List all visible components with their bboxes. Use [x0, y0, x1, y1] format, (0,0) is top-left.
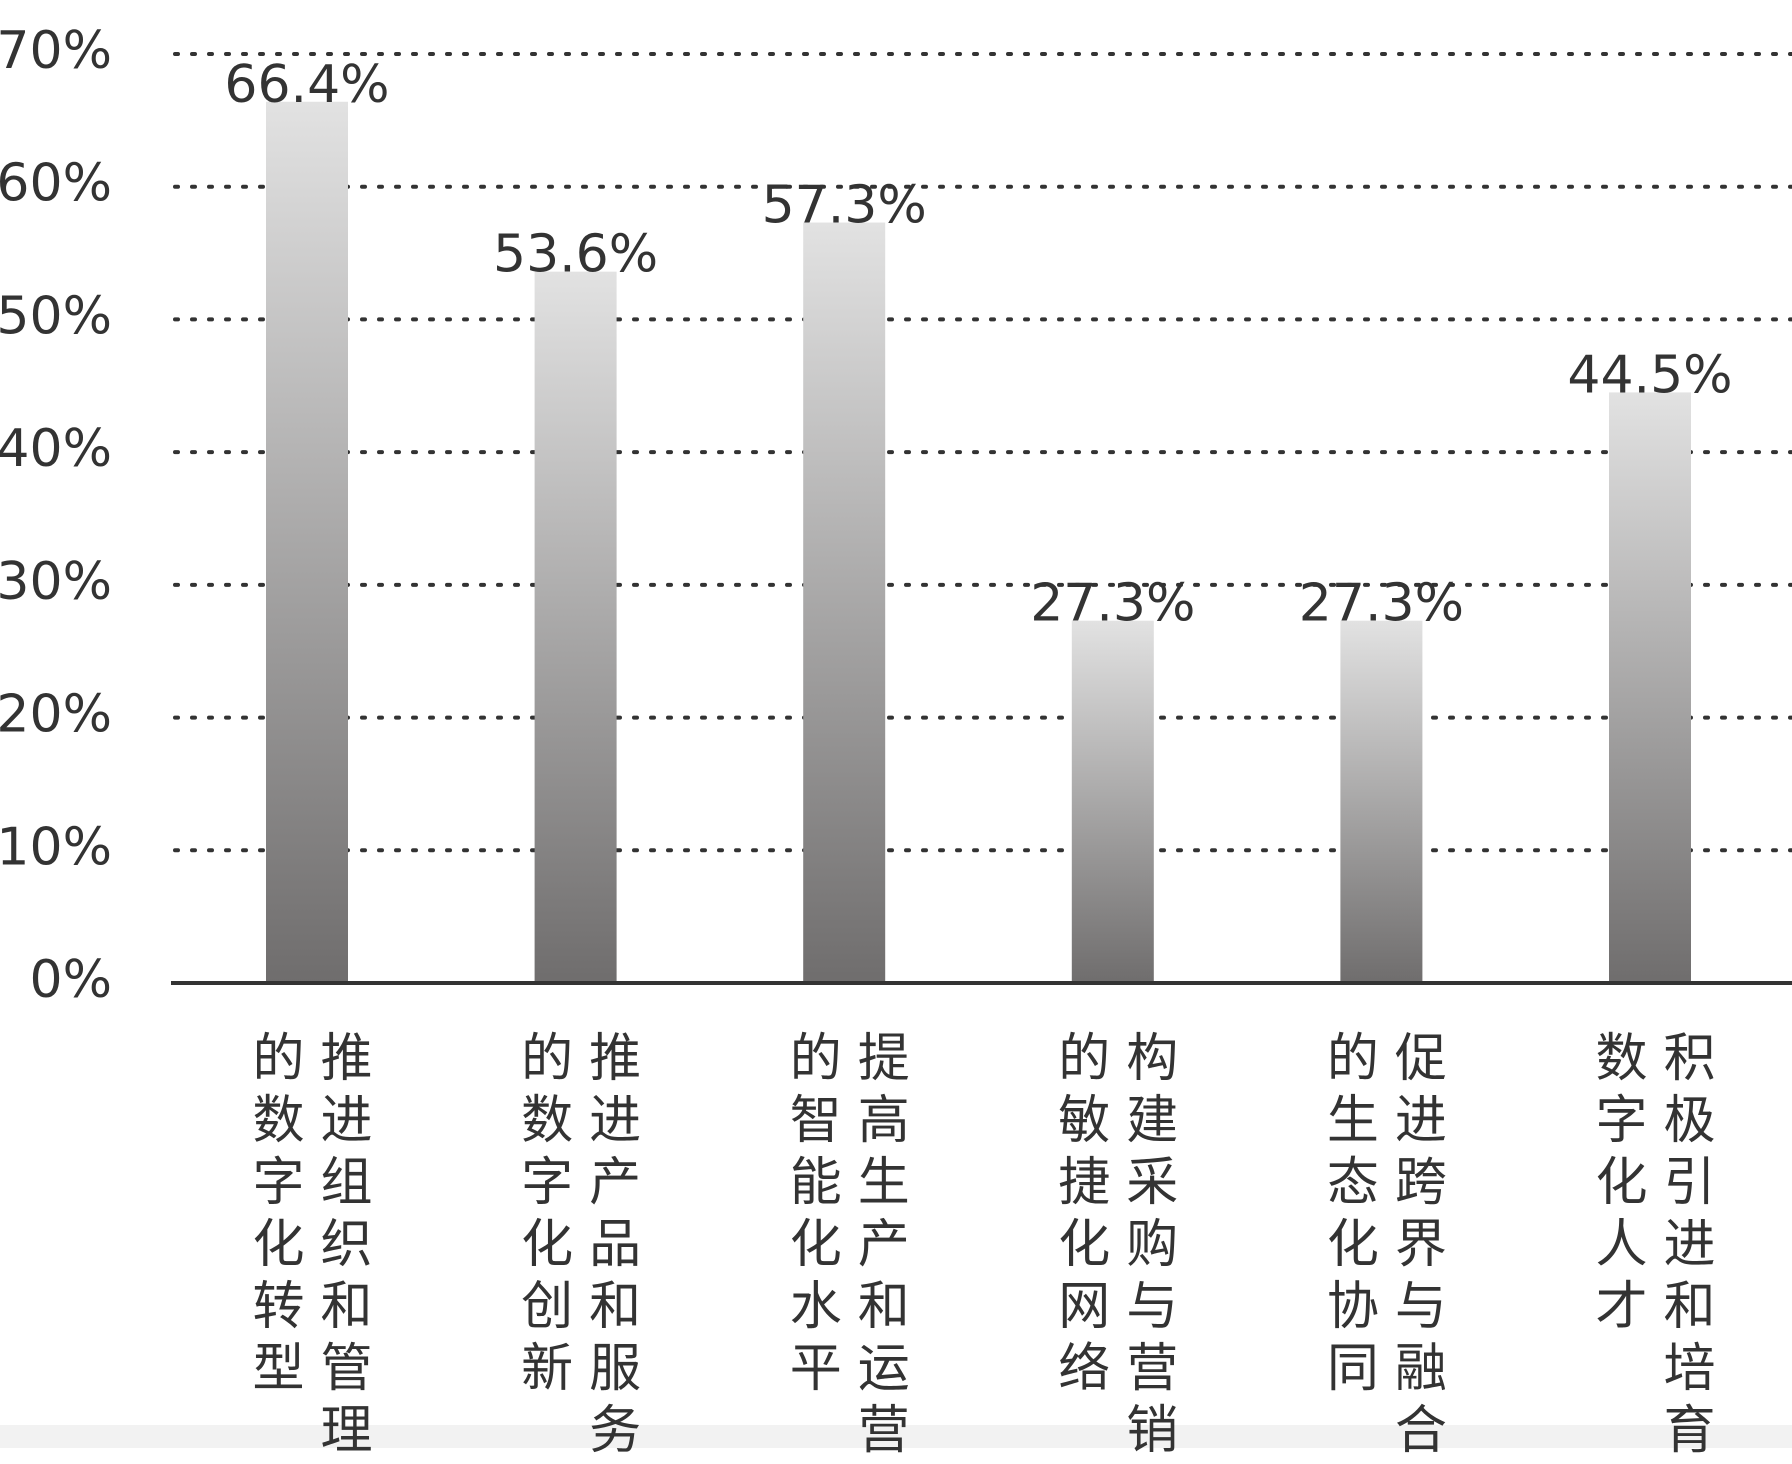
bar	[1340, 620, 1423, 983]
bar	[534, 271, 617, 983]
value-label: 27.3%	[1299, 574, 1464, 634]
bottom-strip	[0, 1425, 1792, 1448]
value-label: 66.4%	[224, 55, 389, 115]
x-tick-label: 积极引进和培育数字化人才	[1586, 1030, 1714, 1464]
y-tick-label: 60%	[0, 154, 112, 214]
bar	[266, 101, 348, 983]
y-tick-label: 70%	[0, 21, 112, 81]
y-tick-label: 20%	[0, 685, 112, 745]
x-tick-label: 推进组织和管理的数字化转型	[243, 1030, 371, 1464]
value-label: 57.3%	[762, 176, 927, 236]
bar	[1609, 392, 1691, 984]
value-label: 53.6%	[493, 225, 658, 285]
x-tick-label: 提高生产和运营的智能化水平	[780, 1030, 909, 1464]
y-tick-label: 50%	[0, 286, 112, 346]
x-tick-label: 构建采购与营销的敏捷化网络	[1048, 1030, 1177, 1464]
y-tick-label: 0%	[30, 950, 113, 1010]
value-label: 27.3%	[1030, 574, 1195, 634]
x-tick-label: 促进跨界与融合的生态化协同	[1317, 1030, 1446, 1464]
value-label: 44.5%	[1567, 345, 1732, 405]
bar	[1071, 620, 1154, 983]
y-tick-label: 40%	[0, 419, 112, 479]
y-tick-label: 30%	[0, 552, 112, 612]
x-tick-label: 推进产品和服务的数字化创新	[511, 1030, 640, 1464]
y-tick-label: 10%	[0, 817, 112, 877]
bar	[803, 222, 886, 984]
